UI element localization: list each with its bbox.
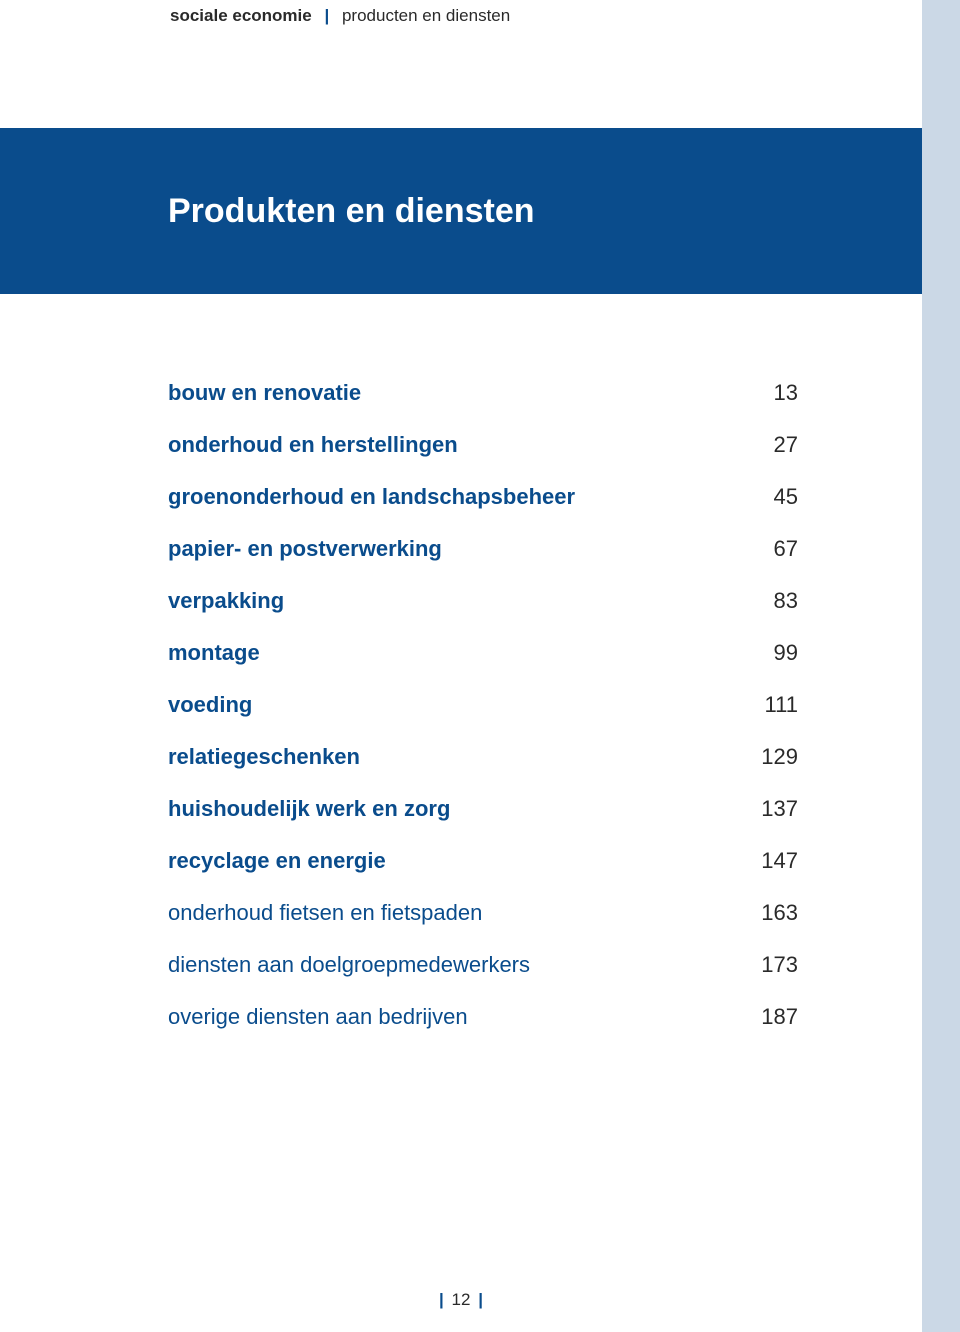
toc-label: papier- en postverwerking [168,536,442,562]
toc-row: huishoudelijk werk en zorg 137 [168,796,798,822]
toc-row: onderhoud en herstellingen 27 [168,432,798,458]
toc-row: diensten aan doelgroepmedewerkers 173 [168,952,798,978]
toc-page-number: 187 [761,1004,798,1030]
toc-page-number: 173 [761,952,798,978]
toc-row: groenonderhoud en landschapsbeheer 45 [168,484,798,510]
breadcrumb-subcategory: producten en diensten [342,6,510,25]
page-number: | 12 | [0,1290,922,1310]
toc-page-number: 83 [774,588,798,614]
toc-label: verpakking [168,588,284,614]
page-number-sep-right: | [478,1290,483,1309]
breadcrumb-separator: | [324,6,329,25]
toc-page-number: 13 [774,380,798,406]
toc-row: recyclage en energie 147 [168,848,798,874]
toc-row: relatiegeschenken 129 [168,744,798,770]
toc-row: voeding 111 [168,692,798,718]
toc-label: recyclage en energie [168,848,386,874]
toc-row: bouw en renovatie 13 [168,380,798,406]
table-of-contents: bouw en renovatie 13 onderhoud en herstell… [168,380,798,1056]
toc-label: onderhoud fietsen en fietspaden [168,900,482,926]
toc-page-number: 129 [761,744,798,770]
toc-row: papier- en postverwerking 67 [168,536,798,562]
toc-label: voeding [168,692,252,718]
toc-row: onderhoud fietsen en fietspaden 163 [168,900,798,926]
toc-label: montage [168,640,260,666]
page-number-sep-left: | [439,1290,444,1309]
toc-page-number: 45 [774,484,798,510]
toc-page-number: 27 [774,432,798,458]
toc-row: overige diensten aan bedrijven 187 [168,1004,798,1030]
document-page: sociale economie | producten en diensten… [0,0,922,1332]
toc-page-number: 163 [761,900,798,926]
page-title: Produkten en diensten [168,192,535,231]
toc-label: huishoudelijk werk en zorg [168,796,450,822]
toc-page-number: 99 [774,640,798,666]
toc-label: diensten aan doelgroepmedewerkers [168,952,530,978]
toc-label: groenonderhoud en landschapsbeheer [168,484,575,510]
title-banner: Produkten en diensten [0,128,922,294]
breadcrumb: sociale economie | producten en diensten [170,6,510,26]
toc-row: verpakking 83 [168,588,798,614]
toc-label: overige diensten aan bedrijven [168,1004,468,1030]
toc-row: montage 99 [168,640,798,666]
page-number-value: 12 [452,1290,471,1309]
toc-page-number: 147 [761,848,798,874]
toc-label: relatiegeschenken [168,744,360,770]
toc-page-number: 67 [774,536,798,562]
toc-label: bouw en renovatie [168,380,361,406]
breadcrumb-category: sociale economie [170,6,312,25]
toc-label: onderhoud en herstellingen [168,432,458,458]
toc-page-number: 111 [765,692,798,718]
toc-page-number: 137 [761,796,798,822]
